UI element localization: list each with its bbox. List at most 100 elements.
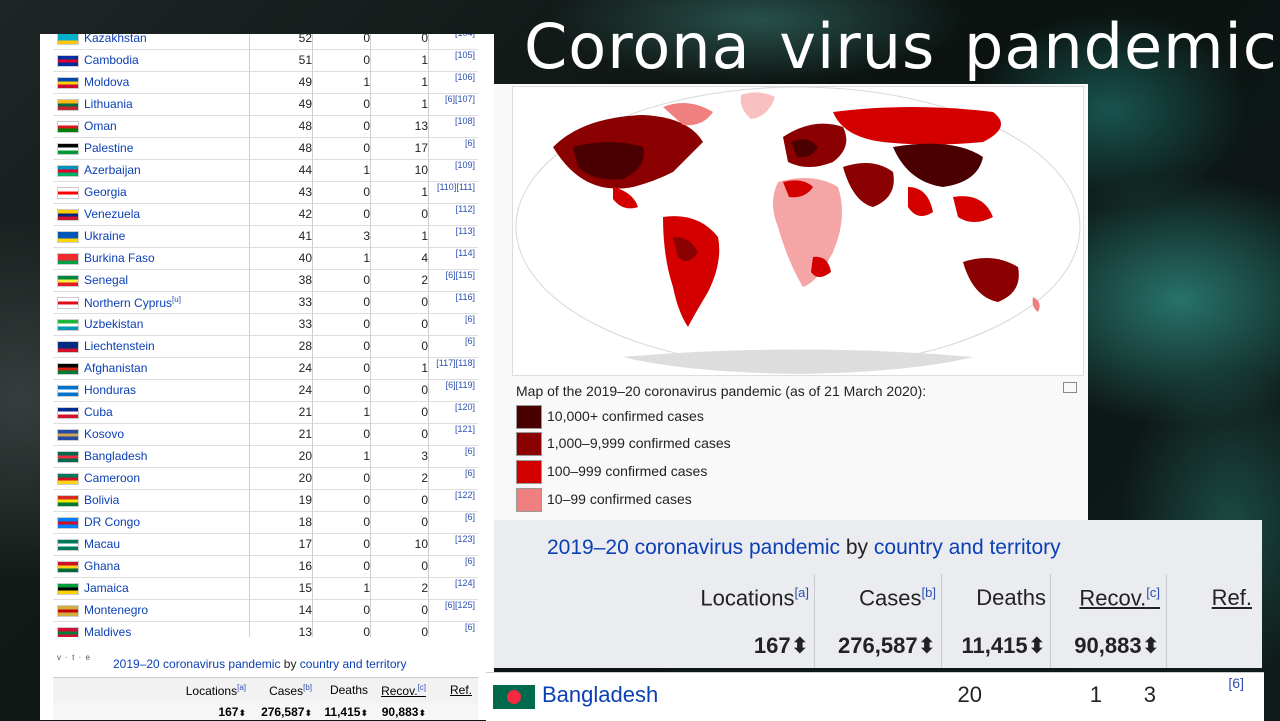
row-ref[interactable]: [105] <box>454 50 475 60</box>
country-name[interactable]: Bangladesh <box>84 449 148 463</box>
country-name[interactable]: Venezuela <box>84 207 141 221</box>
world-map[interactable] <box>512 86 1084 376</box>
row-ref[interactable]: [6][125] <box>444 600 475 610</box>
row-ref[interactable]: [6][115] <box>445 270 475 280</box>
row-ref[interactable]: [6] <box>1228 675 1244 691</box>
header-cases[interactable]: Cases[b] <box>269 683 312 698</box>
country-name[interactable]: Bangladesh <box>542 682 659 707</box>
country-name[interactable]: Cambodia <box>84 53 139 67</box>
row-ref[interactable]: [6] <box>464 446 475 456</box>
row-ref[interactable]: [6] <box>464 468 475 478</box>
row-recov: 2 <box>421 273 428 287</box>
header-cases[interactable]: Cases[b] <box>859 585 936 611</box>
row-ref[interactable]: [121] <box>454 424 475 434</box>
total-deaths[interactable]: 11,415⬍ <box>324 705 368 719</box>
header-deaths[interactable]: Deaths <box>976 585 1046 610</box>
total-cases[interactable]: 276,587⬍ <box>261 705 312 719</box>
row-ref[interactable]: [120] <box>454 402 475 412</box>
pandemic-link[interactable]: 2019–20 coronavirus pandemic <box>547 536 841 559</box>
country-name[interactable]: Cameroon <box>84 471 141 485</box>
header-deaths[interactable]: Deaths <box>329 683 368 697</box>
row-ref[interactable]: [110][111] <box>436 182 475 192</box>
total-deaths[interactable]: 11,415⬍ <box>961 633 1046 658</box>
country-name[interactable]: Senegal <box>84 273 129 287</box>
country-name[interactable]: Palestine <box>84 141 134 155</box>
country-name[interactable]: Ghana <box>84 559 121 573</box>
country-name[interactable]: Kazakhstan <box>84 34 147 45</box>
country-name[interactable]: Azerbaijan <box>84 163 141 177</box>
row-ref[interactable]: [6] <box>464 336 475 346</box>
row-ref[interactable]: [6][119] <box>445 380 475 390</box>
total-locations[interactable]: 167⬍ <box>753 633 809 658</box>
country-name[interactable]: Afghanistan <box>84 361 148 375</box>
total-locations[interactable]: 167⬍ <box>218 705 246 719</box>
row-deaths: 0 <box>363 603 370 617</box>
row-ref[interactable]: [6] <box>464 314 475 324</box>
country-name[interactable]: Northern Cyprus[u] <box>84 295 181 310</box>
country-name[interactable]: Cuba <box>84 405 113 419</box>
total-cases[interactable]: 276,587⬍ <box>838 633 936 658</box>
row-ref[interactable]: [116] <box>455 292 475 302</box>
country-name[interactable]: Bolivia <box>84 493 120 507</box>
country-territory-link[interactable]: country and territory <box>299 657 407 671</box>
row-recov: 0 <box>421 34 428 45</box>
table-row: Senegal 38 0 2 [6][115] <box>53 270 478 292</box>
header-ref[interactable]: Ref. <box>1211 585 1252 610</box>
country-name[interactable]: Ukraine <box>84 229 126 243</box>
total-recov[interactable]: 90,883⬍ <box>381 705 426 719</box>
row-ref[interactable]: [6] <box>464 512 475 522</box>
country-name[interactable]: Honduras <box>84 383 137 397</box>
country-name[interactable]: Maldives <box>84 625 132 639</box>
country-name[interactable]: Kosovo <box>84 427 125 441</box>
footer-totals-row: 167⬍ 276,587⬍ 11,415⬍ 90,883⬍ <box>53 703 478 720</box>
row-recov: 4 <box>421 251 428 265</box>
row-ref[interactable]: [104] <box>428 34 475 38</box>
row-ref[interactable]: [106] <box>454 72 475 82</box>
country-name[interactable]: Georgia <box>84 185 127 199</box>
row-cases: 18 <box>298 515 312 529</box>
country-name[interactable]: DR Congo <box>84 515 141 529</box>
header-recov[interactable]: Recov.[c] <box>381 683 426 698</box>
vte-links[interactable]: v · t · e <box>57 653 91 662</box>
header-recov[interactable]: Recov.[c] <box>1079 585 1160 611</box>
country-name[interactable]: Liechtenstein <box>84 339 155 353</box>
country-name[interactable]: Jamaica <box>84 581 129 595</box>
row-recov: 1 <box>421 53 428 67</box>
row-deaths: 0 <box>363 493 370 507</box>
header-ref[interactable]: Ref. <box>449 683 472 697</box>
row-ref[interactable]: [6] <box>464 622 475 632</box>
country-name[interactable]: Lithuania <box>84 97 133 111</box>
row-ref[interactable]: [109] <box>454 160 475 170</box>
row-recov: 0 <box>421 603 428 617</box>
row-ref[interactable]: [122] <box>454 490 475 500</box>
country-name[interactable]: Montenegro <box>84 603 149 617</box>
country-name[interactable]: Macau <box>84 537 121 551</box>
header-locations[interactable]: Locations[a] <box>185 683 246 698</box>
row-ref[interactable]: [6] <box>464 556 475 566</box>
country-name[interactable]: Moldova <box>84 75 130 89</box>
title-connector: by <box>840 536 874 559</box>
total-recov[interactable]: 90,883⬍ <box>1074 633 1160 658</box>
row-cases: 33 <box>298 317 312 331</box>
row-ref[interactable]: [108] <box>454 116 475 126</box>
row-ref[interactable]: [123] <box>454 534 475 544</box>
header-locations[interactable]: Locations[a] <box>700 585 809 611</box>
country-table-rows: Kazakhstan 52 0 0 [104] Cambodia 51 0 1 [105] Mold… <box>53 34 478 688</box>
enlarge-icon[interactable] <box>1063 382 1077 393</box>
country-name[interactable]: Uzbekistan <box>84 317 144 331</box>
table-row: Burkina Faso 40 1 4 [114] <box>53 248 478 270</box>
row-deaths: 0 <box>363 317 370 331</box>
country-name[interactable]: Burkina Faso <box>84 251 155 265</box>
row-ref[interactable]: [117][118] <box>436 358 475 368</box>
row-cases: 17 <box>298 537 312 551</box>
row-ref[interactable]: [113] <box>455 226 475 236</box>
country-flag-icon <box>57 55 79 67</box>
row-ref[interactable]: [114] <box>455 248 475 258</box>
country-territory-link[interactable]: country and territory <box>873 536 1061 559</box>
country-name[interactable]: Oman <box>84 119 117 133</box>
row-ref[interactable]: [6] <box>464 138 475 148</box>
row-ref[interactable]: [124] <box>454 578 475 588</box>
pandemic-link[interactable]: 2019–20 coronavirus pandemic <box>113 657 281 671</box>
row-ref[interactable]: [112] <box>455 204 475 214</box>
row-ref[interactable]: [6][107] <box>444 94 475 104</box>
